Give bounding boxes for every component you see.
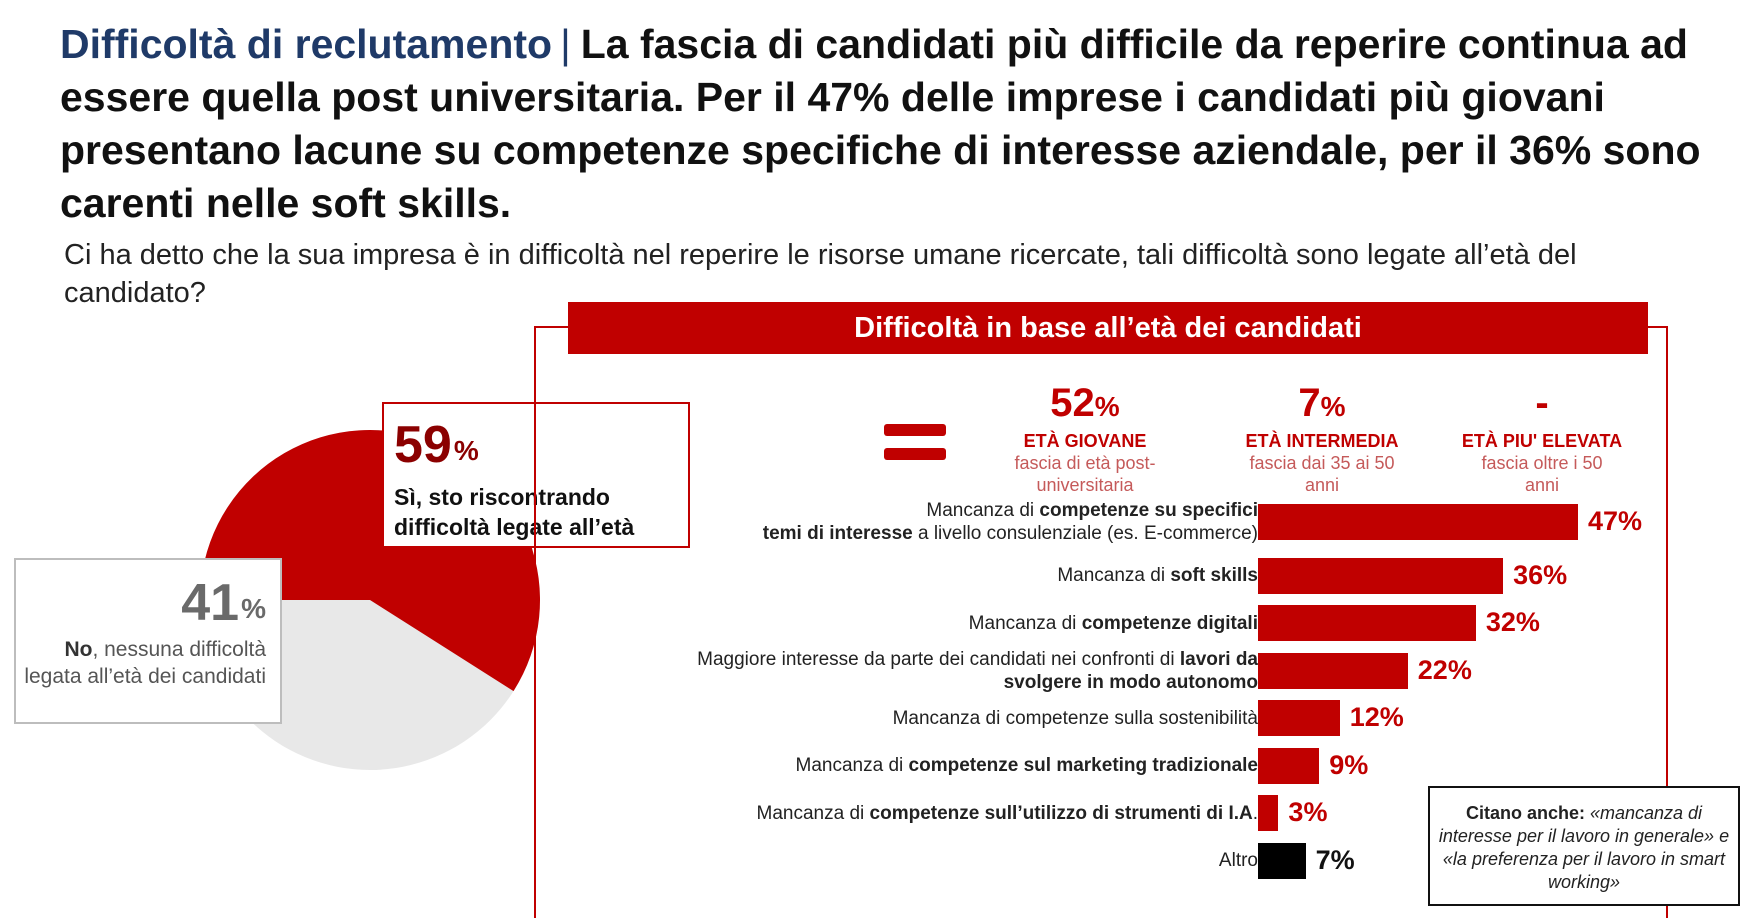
bar-category-label: Mancanza di soft skills [538, 564, 1258, 587]
bar-label-part: lavori da [1179, 648, 1258, 670]
bar-label-part: Mancanza di [795, 755, 909, 776]
age-group-middle: 7% ETÀ INTERMEDIA fascia dai 35 ai 50 an… [1222, 380, 1422, 496]
bar-label-part: svolgere in modo autonomo [1003, 671, 1258, 693]
bar-value-label: 22% [1417, 654, 1472, 685]
title-lead: Difficoltà di reclutamento [60, 21, 553, 67]
age-older-sub: fascia oltre i 50 anni [1481, 453, 1603, 495]
note-box: Citano anche: «mancanza di interesse per… [1428, 786, 1740, 906]
age-middle-unit: % [1320, 391, 1346, 422]
pie-callout-no: 41% No, nessuna difficoltà legata all’et… [14, 558, 282, 724]
bar-category-label: Mancanza di competenze su specifici temi … [538, 499, 1258, 545]
bar [1258, 842, 1306, 879]
bar-category-label: Mancanza di competenze digitali [538, 612, 1258, 635]
bar-label-part: a livello consulenziale (es. E-commerce) [912, 523, 1258, 544]
bar [1258, 504, 1578, 540]
bar-label-part: Mancanza di [968, 612, 1082, 634]
age-older-name: ETÀ PIU' ELEVATA [1461, 431, 1623, 451]
bar-category-label: Mancanza di competenze sul marketing tra… [538, 754, 1259, 777]
page-title: Difficoltà di reclutamento | La fascia di … [60, 18, 1710, 230]
bar-label-part: . [1252, 802, 1258, 824]
bar-label-part: Mancanza di [926, 500, 1040, 521]
pie-yes-unit: % [453, 435, 479, 466]
pie-yes-number: 59 [394, 416, 452, 474]
age-middle-sub: fascia dai 35 ai 50 anni [1249, 453, 1395, 495]
bar [1258, 652, 1408, 689]
pie-yes-label: Sì, sto riscontrando difficoltà legate a… [394, 484, 635, 540]
pie-no-number: 41 [181, 574, 240, 632]
bar-label-part: competenze su specifici [1039, 500, 1258, 521]
bar [1258, 605, 1476, 641]
bar-category-label: Mancanza di competenze sull’utilizzo di … [538, 802, 1259, 825]
bar-category-label: Mancanza di competenze sulla sostenibili… [538, 707, 1258, 730]
age-group-older: - ETÀ PIU' ELEVATA fascia oltre i 50 ann… [1442, 380, 1642, 496]
panel-banner: Difficoltà in base all’età dei candidati [568, 302, 1648, 354]
bar [1258, 795, 1279, 831]
pie-no-label-rest: , nessuna difficoltà legata all’età dei … [24, 638, 266, 688]
age-middle-name: ETÀ INTERMEDIA [1245, 431, 1399, 451]
pie-no-label: No, nessuna difficoltà legata all’età de… [16, 636, 266, 690]
bar-label-part: soft skills [1170, 565, 1258, 586]
bar-label-part: competenze sul marketing tradizionale [908, 755, 1258, 776]
age-group-young: 52% ETÀ GIOVANE fascia di età post-unive… [985, 380, 1185, 496]
bar-label-part: Maggiore interesse da parte dei candidat… [697, 648, 1180, 670]
bar [1258, 747, 1320, 784]
bar-value-label: 7% [1315, 844, 1355, 875]
bar-value-label: 9% [1329, 749, 1369, 780]
bar-value-label: 12% [1349, 702, 1404, 732]
bar [1258, 557, 1504, 594]
bar-category-label: Maggiore interesse da parte dei candidat… [538, 648, 1258, 694]
bar-label-part: temi di interesse [762, 523, 913, 544]
pie-yes-value: 59% [394, 418, 479, 472]
bar-value-label: 36% [1513, 559, 1568, 590]
bar-category-label: Altro [538, 849, 1258, 872]
note-italic: «mancanza di interesse per il lavoro in … [1438, 803, 1730, 892]
age-older-pct: - [1442, 380, 1642, 430]
bar-label-part: competenze digitali [1081, 612, 1258, 634]
age-young-sub: fascia di età post-universitaria [1014, 453, 1156, 495]
bar-label-part: Mancanza di [756, 802, 870, 824]
age-young-name: ETÀ GIOVANE [1023, 431, 1147, 451]
age-middle-pct: 7% [1222, 380, 1422, 430]
bar-value-label: 3% [1288, 797, 1328, 827]
age-young-number: 52 [1050, 381, 1095, 425]
bar-label-part: Altro [1218, 850, 1258, 871]
equals-icon [884, 424, 946, 472]
title-separator: | [560, 21, 571, 67]
survey-question: Ci ha detto che la sua impresa è in diff… [64, 239, 1577, 309]
bar-label-part: Mancanza di competenze sulla sostenibili… [892, 707, 1258, 729]
bar-value-label: 32% [1485, 607, 1540, 637]
bar-label-part: Mancanza di [1057, 565, 1171, 586]
note-bold: Citano anche: [1465, 803, 1585, 823]
pie-callout-yes: 59% Sì, sto riscontrando difficoltà lega… [382, 402, 690, 548]
bar-label-part: competenze sull’utilizzo di strumenti di… [869, 802, 1253, 824]
pie-no-unit: % [241, 593, 266, 624]
bar [1258, 700, 1340, 736]
pie-no-value: 41% [181, 576, 266, 630]
age-older-number: - [1535, 381, 1549, 425]
title-text: La fascia di candidati più difficile da … [60, 21, 1701, 226]
age-middle-number: 7 [1298, 381, 1321, 425]
pie-no-label-bold: No [64, 638, 93, 661]
bar-value-label: 47% [1588, 506, 1643, 536]
age-young-pct: 52% [985, 380, 1185, 430]
age-young-unit: % [1094, 391, 1120, 422]
